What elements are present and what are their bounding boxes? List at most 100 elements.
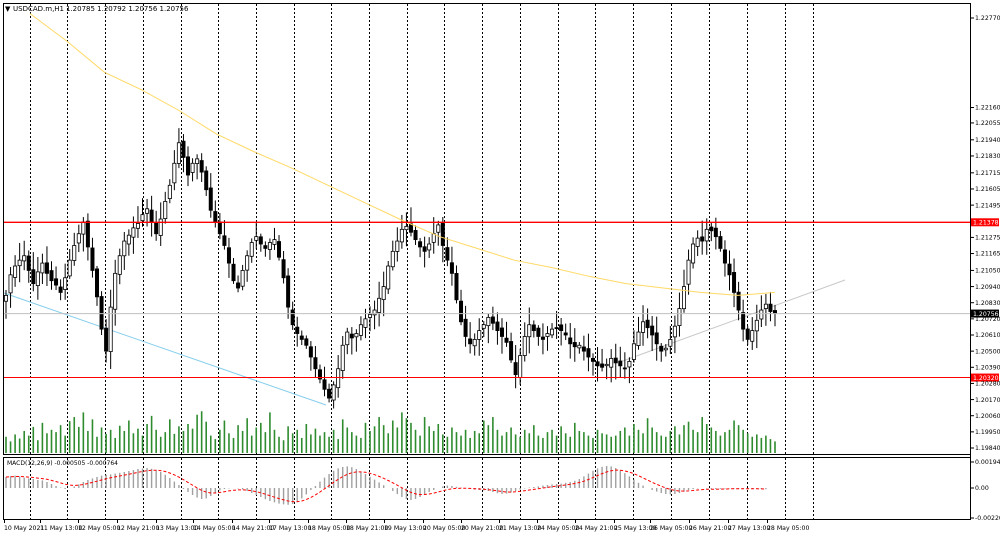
horizontal-levels[interactable]: 1.20756 1.21378 1.20320	[4, 218, 999, 382]
candle-body	[650, 325, 655, 336]
candlestick	[618, 346, 623, 378]
macd-indicator: 0.001949 0.00 -0.002201	[5, 459, 1000, 522]
candle-body	[595, 361, 600, 367]
candle-body	[518, 355, 523, 378]
volume-bars	[5, 411, 776, 453]
candle-body	[550, 328, 555, 336]
candlestick	[454, 265, 459, 304]
time-tick-label: 25 May 13:00	[614, 525, 656, 532]
candle-body	[509, 341, 514, 361]
candlestick	[622, 352, 627, 379]
candlestick	[691, 237, 696, 269]
price-tick-label: 1.21715	[975, 170, 1000, 177]
candlestick	[44, 246, 49, 286]
candle-body	[418, 241, 423, 248]
time-tick-label: 11 May 13:00	[40, 525, 82, 532]
candlestick	[35, 256, 40, 300]
candle-body	[586, 348, 591, 358]
candlestick	[445, 237, 450, 267]
price-tick-label: 1.20940	[975, 284, 1000, 291]
candlestick	[727, 250, 732, 291]
candle-body	[495, 321, 500, 331]
candle-body	[527, 324, 532, 338]
candlestick	[709, 222, 714, 242]
candlestick	[331, 381, 336, 409]
candlesticks	[4, 128, 778, 409]
candle-body	[299, 335, 304, 340]
candle-body	[240, 270, 245, 287]
macd-tick-label: 0.00	[975, 485, 989, 492]
candle-body	[440, 222, 445, 246]
trendline-down[interactable]	[3, 292, 327, 406]
candle-body	[563, 332, 568, 336]
candlestick	[572, 328, 577, 362]
candle-body	[590, 357, 595, 362]
trendline-up[interactable]	[619, 279, 846, 363]
candlestick	[600, 348, 605, 372]
candle-body	[22, 255, 27, 262]
candle-body	[691, 243, 696, 264]
candlestick	[636, 316, 641, 350]
price-tick-label: 1.20280	[975, 381, 1000, 388]
candle-body	[577, 344, 582, 349]
current-price-tag-label: 1.20756	[973, 311, 999, 318]
candlestick	[263, 241, 268, 257]
time-tick-label: 13 May 13:00	[156, 525, 198, 532]
price-tick-label: 1.21605	[975, 186, 1000, 193]
candlestick	[586, 333, 591, 372]
candle-body	[663, 347, 668, 351]
candlestick	[449, 246, 454, 286]
candlestick	[650, 316, 655, 352]
price-tick-label: 1.20830	[975, 300, 1000, 307]
candlestick	[272, 227, 277, 250]
candlestick	[732, 258, 737, 308]
candle-body	[390, 250, 395, 268]
candlestick	[627, 357, 632, 384]
candle-body	[58, 286, 63, 293]
macd-panel[interactable]	[3, 457, 971, 520]
candlestick	[186, 146, 191, 187]
candle-body	[349, 333, 354, 339]
candlestick	[422, 236, 427, 268]
candle-body	[672, 325, 677, 338]
candlestick	[258, 233, 263, 252]
candle-body	[290, 309, 295, 326]
candlestick	[317, 364, 322, 384]
candle-body	[741, 312, 746, 330]
candlestick	[613, 343, 618, 380]
candlestick	[181, 134, 186, 173]
time-tick-label: 24 May 21:00	[575, 525, 617, 532]
candle-body	[322, 379, 327, 390]
candlestick	[754, 304, 759, 349]
candlestick	[581, 335, 586, 361]
candlestick	[559, 317, 564, 346]
candle-body	[113, 272, 118, 310]
candle-body	[67, 259, 72, 277]
time-tick-label: 12 May 05:00	[78, 525, 120, 532]
time-tick-label: 21 May 13:00	[499, 525, 541, 532]
candlestick	[254, 221, 259, 249]
candle-body	[317, 369, 322, 380]
candlestick	[436, 220, 441, 246]
candle-body	[477, 330, 482, 340]
candlestick	[509, 332, 514, 363]
candle-body	[568, 337, 573, 345]
candle-body	[313, 357, 318, 370]
candlestick	[759, 295, 764, 327]
candle-body	[258, 236, 263, 245]
candlestick	[563, 323, 568, 341]
candlestick	[76, 224, 81, 253]
candle-body	[686, 259, 691, 285]
candle-body	[154, 222, 159, 235]
time-tick-label: 14 May 05:00	[193, 525, 235, 532]
candle-body	[641, 321, 646, 333]
candle-body	[445, 247, 450, 261]
price-tick-label: 1.21830	[975, 153, 1000, 160]
time-tick-label: 26 May 21:00	[689, 525, 731, 532]
header-arrow-icon[interactable]: ▼	[5, 5, 11, 13]
price-tick-label: 1.19950	[975, 429, 1000, 436]
candlestick	[499, 318, 504, 354]
candle-body	[363, 318, 368, 328]
price-panel[interactable]	[3, 3, 971, 455]
